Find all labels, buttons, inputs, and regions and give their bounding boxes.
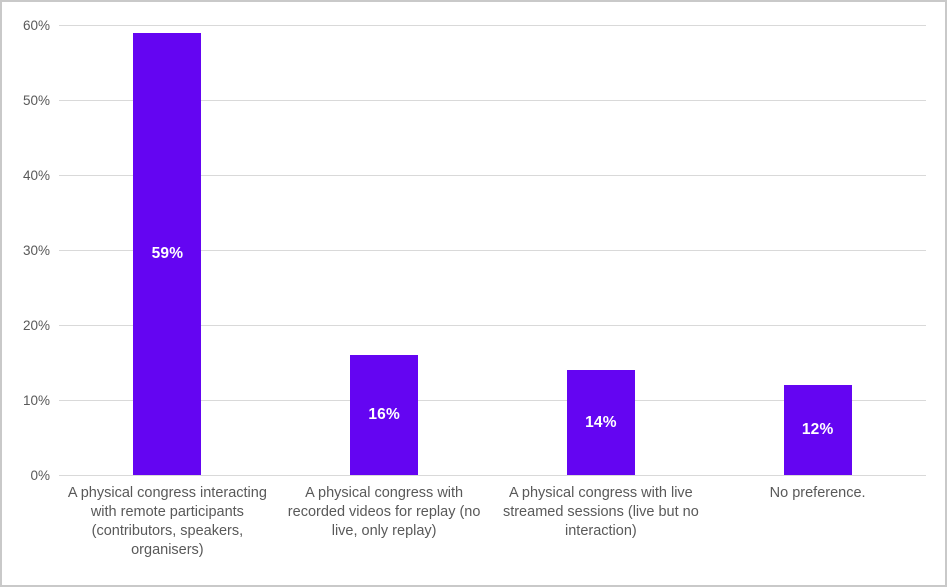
bar-value-label: 59% (151, 244, 184, 262)
gridline (59, 324, 926, 326)
bar-value-label: 14% (585, 413, 617, 431)
y-axis-tick-label: 30% (22, 242, 50, 258)
gridline (59, 249, 926, 251)
bar-value-label: 12% (801, 421, 834, 438)
x-axis-category-label: No preference. (769, 485, 866, 501)
bar: 14% (566, 370, 635, 475)
bar: 59% (133, 32, 202, 475)
y-axis-tick-label: 20% (22, 317, 50, 333)
y-axis-tick-label: 40% (22, 167, 50, 183)
y-axis-tick-label: 0% (30, 467, 50, 483)
x-axis-category-label: A physical congress with live streamed s… (502, 485, 699, 539)
x-axis-category-label: A physical congress interacting with rem… (67, 485, 267, 558)
gridline (59, 24, 926, 26)
y-axis-tick-label: 50% (22, 92, 50, 108)
y-axis-tick-label: 10% (22, 392, 50, 408)
gridline (59, 399, 926, 401)
bar: 16% (350, 355, 419, 475)
gridline (59, 174, 926, 176)
x-axis-line (59, 474, 926, 476)
bar-value-label: 16% (368, 406, 400, 423)
y-axis-tick-label: 60% (22, 17, 50, 33)
gridline (59, 99, 926, 101)
bar: 12% (783, 385, 852, 475)
x-axis-category-label: A physical congress with recorded videos… (287, 485, 481, 539)
